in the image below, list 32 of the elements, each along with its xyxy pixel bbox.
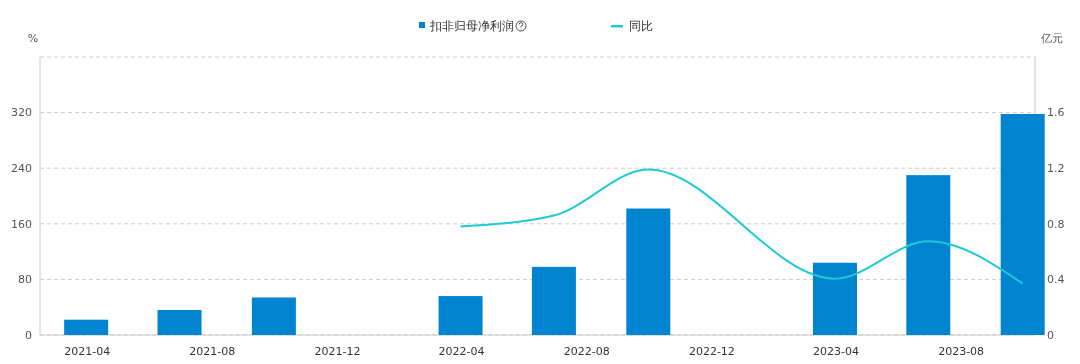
y-tick-label: 320	[11, 106, 32, 120]
legend-label: 扣非归母净利润	[429, 19, 514, 34]
bar	[626, 208, 671, 335]
x-tick-label: 2021-08	[189, 345, 236, 358]
bar	[906, 175, 951, 335]
x-tick-label: 2022-04	[438, 345, 485, 358]
y2-tick-label: 0	[1047, 328, 1054, 342]
bar	[1000, 113, 1045, 335]
x-tick-label: 2022-12	[688, 345, 735, 358]
bar	[251, 297, 296, 335]
bar	[812, 262, 857, 335]
y-tick-label: 0	[25, 328, 32, 342]
x-tick-label: 2023-04	[813, 345, 859, 358]
y-tick-label: 160	[11, 217, 32, 231]
y-tick-label: 80	[18, 273, 32, 287]
y2-tick-label: 1.2	[1047, 162, 1065, 176]
y-axis-title: %	[27, 32, 39, 45]
legend-label: 同比	[629, 19, 653, 34]
x-tick-label: 2022-08	[563, 345, 610, 358]
bar	[64, 319, 109, 335]
x-tick-label: 2023-08	[938, 345, 985, 358]
line-series	[459, 168, 1024, 285]
bar	[157, 309, 202, 335]
x-tick-label: 2021-12	[314, 345, 361, 358]
y2-axis-title: 亿元	[1040, 32, 1063, 45]
bar	[531, 266, 576, 335]
bar	[438, 296, 483, 335]
y-tick-label: 240	[11, 162, 32, 176]
y2-tick-label: 0.8	[1047, 217, 1065, 231]
y2-tick-label: 1.6	[1047, 106, 1065, 120]
y2-tick-label: 0.4	[1047, 273, 1065, 287]
x-tick-label: 2021-04	[64, 345, 111, 358]
